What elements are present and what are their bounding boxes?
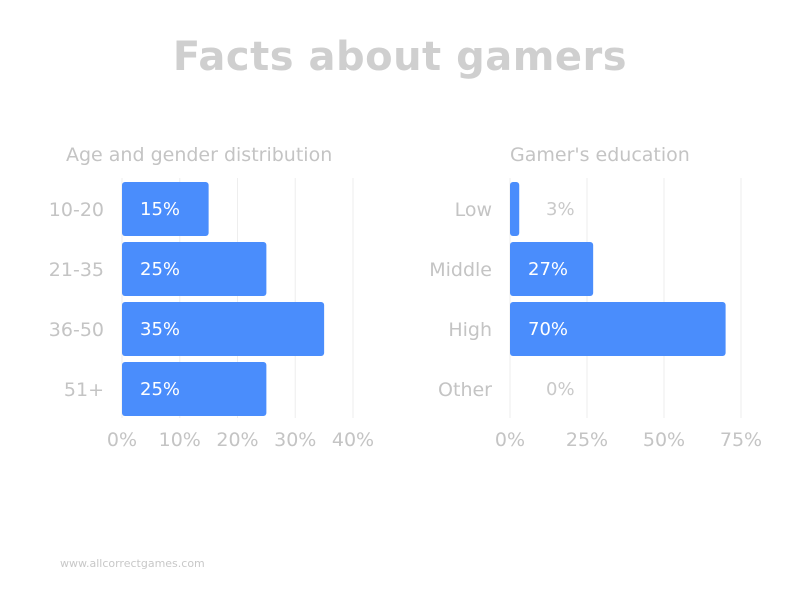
edu-category-label: High [448,319,492,341]
age-data-label: 15% [140,199,180,220]
edu-tick-label: 25% [566,429,608,451]
age-category-label: 36-50 [49,319,104,341]
age-tick-label: 0% [107,429,137,451]
age-data-label: 25% [140,379,180,400]
education-chart-title: Gamer's education [510,144,690,166]
age-category-label: 51+ [64,379,104,401]
age-bar [122,302,325,356]
age-category-label: 21-35 [49,259,104,281]
edu-tick-label: 0% [495,429,525,451]
age-bar [122,182,209,236]
age-tick-label: 10% [159,429,201,451]
age-tick-label: 20% [216,429,258,451]
age-bar [122,362,267,416]
edu-bar [510,182,520,236]
edu-category-label: Middle [429,259,492,281]
edu-tick-label: 75% [720,429,762,451]
age-bar [122,242,267,296]
edu-category-label: Other [438,379,492,401]
edu-data-label: 3% [546,199,575,220]
edu-data-label: 27% [528,259,568,280]
age-chart-title: Age and gender distribution [66,144,333,166]
edu-data-label: 0% [546,379,575,400]
age-category-label: 10-20 [49,199,104,221]
age-data-label: 25% [140,259,180,280]
age-data-label: 35% [140,319,180,340]
age-tick-label: 30% [274,429,316,451]
edu-tick-label: 50% [643,429,685,451]
edu-bar [510,242,594,296]
edu-category-label: Low [455,199,492,221]
edu-bar [510,302,726,356]
age-tick-label: 40% [332,429,374,451]
footer-source: www.allcorrectgames.com [60,557,205,570]
edu-data-label: 70% [528,319,568,340]
page-title: Facts about gamers [172,34,628,80]
